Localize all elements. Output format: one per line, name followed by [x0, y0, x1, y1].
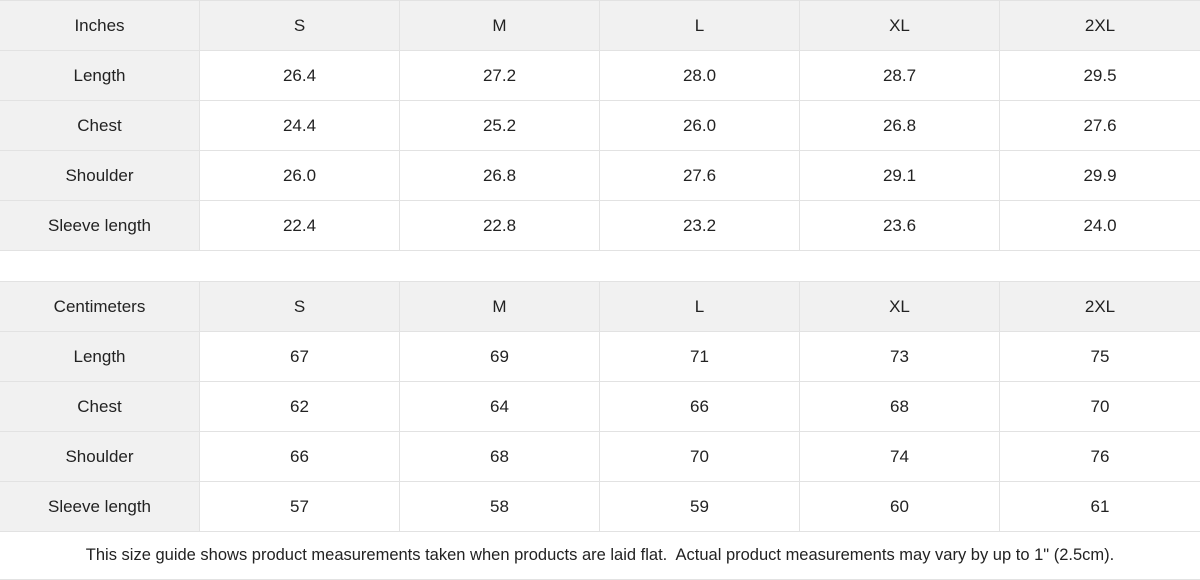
measurement-cell: 64 [400, 382, 600, 432]
table-row: Length 26.4 27.2 28.0 28.7 29.5 [0, 51, 1200, 101]
row-label: Chest [0, 101, 200, 151]
measurement-cell: 25.2 [400, 101, 600, 151]
measurement-cell: 29.5 [1000, 51, 1200, 101]
measurement-cell: 26.8 [400, 151, 600, 201]
measurement-cell: 24.0 [1000, 201, 1200, 251]
measurement-cell: 26.8 [800, 101, 1000, 151]
measurement-cell: 23.2 [600, 201, 800, 251]
measurement-cell: 26.0 [200, 151, 400, 201]
measurement-cell: 67 [200, 332, 400, 382]
measurement-cell: 71 [600, 332, 800, 382]
measurement-cell: 27.6 [1000, 101, 1200, 151]
measurement-cell: 58 [400, 482, 600, 532]
size-column-header: L [600, 1, 800, 51]
row-label: Chest [0, 382, 200, 432]
measurement-cell: 68 [400, 432, 600, 482]
measurement-cell: 28.7 [800, 51, 1000, 101]
row-label: Shoulder [0, 432, 200, 482]
table-row: Shoulder 66 68 70 74 76 [0, 432, 1200, 482]
measurement-cell: 75 [1000, 332, 1200, 382]
table-header-row: Centimeters S M L XL 2XL [0, 282, 1200, 332]
measurement-cell: 70 [600, 432, 800, 482]
measurement-cell: 66 [600, 382, 800, 432]
size-column-header: M [400, 282, 600, 332]
table-row: Length 67 69 71 73 75 [0, 332, 1200, 382]
measurement-cell: 61 [1000, 482, 1200, 532]
row-label: Shoulder [0, 151, 200, 201]
measurement-cell: 29.1 [800, 151, 1000, 201]
table-row: Shoulder 26.0 26.8 27.6 29.1 29.9 [0, 151, 1200, 201]
measurement-cell: 23.6 [800, 201, 1000, 251]
measurement-cell: 66 [200, 432, 400, 482]
measurement-cell: 62 [200, 382, 400, 432]
table-row: Sleeve length 57 58 59 60 61 [0, 482, 1200, 532]
row-label: Sleeve length [0, 482, 200, 532]
unit-header: Centimeters [0, 282, 200, 332]
measurement-cell: 26.4 [200, 51, 400, 101]
table-gap [0, 251, 1200, 281]
size-column-header: S [200, 282, 400, 332]
measurement-cell: 57 [200, 482, 400, 532]
measurement-cell: 26.0 [600, 101, 800, 151]
measurement-cell: 76 [1000, 432, 1200, 482]
measurement-cell: 22.8 [400, 201, 600, 251]
measurement-cell: 27.6 [600, 151, 800, 201]
row-label: Sleeve length [0, 201, 200, 251]
row-label: Length [0, 51, 200, 101]
measurement-cell: 59 [600, 482, 800, 532]
size-column-header: M [400, 1, 600, 51]
size-column-header: L [600, 282, 800, 332]
size-column-header: 2XL [1000, 1, 1200, 51]
measurement-cell: 24.4 [200, 101, 400, 151]
size-column-header: XL [800, 282, 1000, 332]
measurement-cell: 70 [1000, 382, 1200, 432]
size-guide-note: This size guide shows product measuremen… [0, 532, 1200, 580]
measurement-cell: 69 [400, 332, 600, 382]
unit-header: Inches [0, 1, 200, 51]
table-row: Chest 62 64 66 68 70 [0, 382, 1200, 432]
table-header-row: Inches S M L XL 2XL [0, 1, 1200, 51]
table-row: Sleeve length 22.4 22.8 23.2 23.6 24.0 [0, 201, 1200, 251]
measurement-cell: 68 [800, 382, 1000, 432]
centimeters-table: Centimeters S M L XL 2XL Length 67 69 71… [0, 281, 1200, 532]
measurement-cell: 22.4 [200, 201, 400, 251]
size-column-header: XL [800, 1, 1000, 51]
measurement-cell: 60 [800, 482, 1000, 532]
measurement-cell: 74 [800, 432, 1000, 482]
inches-table: Inches S M L XL 2XL Length 26.4 27.2 28.… [0, 0, 1200, 251]
table-row: Chest 24.4 25.2 26.0 26.8 27.6 [0, 101, 1200, 151]
size-column-header: S [200, 1, 400, 51]
measurement-cell: 28.0 [600, 51, 800, 101]
row-label: Length [0, 332, 200, 382]
measurement-cell: 27.2 [400, 51, 600, 101]
measurement-cell: 73 [800, 332, 1000, 382]
measurement-cell: 29.9 [1000, 151, 1200, 201]
size-column-header: 2XL [1000, 282, 1200, 332]
